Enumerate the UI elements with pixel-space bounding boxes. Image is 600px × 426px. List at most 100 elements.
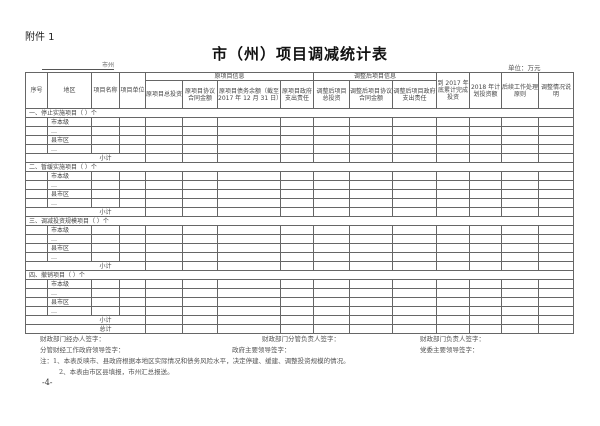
table-cell (392, 117, 438, 127)
table-cell (91, 252, 120, 262)
table-cell (182, 252, 218, 262)
table-cell (119, 189, 146, 199)
table-row: … (25, 288, 575, 298)
table-row: … (25, 306, 575, 316)
table-cell (501, 243, 540, 253)
table-cell (145, 117, 183, 127)
table-cell (501, 306, 540, 316)
table-cell (349, 324, 394, 334)
table-cell (392, 234, 438, 244)
table-cell (349, 153, 394, 163)
region-cell: 县市区 (47, 243, 92, 253)
table-cell (469, 234, 503, 244)
table-cell (119, 171, 146, 181)
table-cell (91, 171, 120, 181)
table-cell (313, 243, 351, 253)
header-original-group: 原项目信息 (144, 72, 315, 81)
table-cell (182, 153, 218, 163)
table-cell (145, 207, 183, 217)
header-original-gov: 原项目政府支出责任 (279, 80, 315, 109)
table-cell (313, 135, 351, 145)
table-cell (392, 324, 438, 334)
table-cell (91, 288, 120, 298)
table-cell (145, 243, 183, 253)
table-cell (145, 234, 183, 244)
table-cell (538, 234, 575, 244)
table-cell (436, 126, 471, 136)
table-cell (469, 225, 503, 235)
table-row: … (25, 198, 575, 208)
table-cell (119, 135, 146, 145)
table-row: 市本级 (25, 171, 575, 181)
table-cell (436, 135, 471, 145)
table-cell (436, 252, 471, 262)
sig-party-leader: 党委主要领导签字： (420, 346, 479, 354)
table-cell (119, 243, 146, 253)
table-cell (25, 180, 48, 190)
table-cell (538, 135, 575, 145)
table-cell (469, 171, 503, 181)
region-cell: 市本级 (47, 225, 92, 235)
region-cell: … (47, 252, 92, 262)
table-row: … (25, 180, 575, 190)
header-region: 地区 (47, 72, 92, 109)
table-cell (436, 288, 471, 298)
table-cell (182, 198, 218, 208)
table-cell (145, 288, 183, 298)
table-cell (182, 144, 218, 154)
table-cell (469, 135, 503, 145)
table-cell (91, 126, 120, 136)
table-cell (538, 252, 575, 262)
table-cell (349, 189, 394, 199)
header-adjusted-total: 调整后项目总投资 (313, 80, 351, 109)
table-cell (469, 315, 503, 325)
table-cell (501, 297, 540, 307)
table-cell (469, 189, 503, 199)
table-cell (313, 288, 351, 298)
table-cell (538, 198, 575, 208)
table-cell (182, 261, 218, 271)
table-row: … (25, 144, 575, 154)
table-cell (145, 252, 183, 262)
table-cell (217, 171, 281, 181)
table-cell (469, 207, 503, 217)
table-row: 市本级 (25, 279, 575, 289)
table-cell (469, 198, 503, 208)
table-cell (145, 198, 183, 208)
table-cell (501, 234, 540, 244)
table-cell (436, 171, 471, 181)
table-cell (349, 225, 394, 235)
header-original-total: 原项目总投资 (145, 80, 183, 109)
table-cell (392, 207, 438, 217)
attachment-label: 附件 1 (25, 32, 55, 43)
header-explanation: 调整情况说明 (538, 72, 575, 109)
section-label: 四、撤销项目（ ）个 (24, 270, 575, 280)
table-cell (392, 297, 438, 307)
table-cell (25, 171, 48, 181)
table-cell (91, 279, 120, 289)
table-cell (469, 261, 503, 271)
table-row: 市本级 (25, 117, 575, 127)
table-cell (313, 225, 351, 235)
table-cell (279, 198, 315, 208)
table-cell (469, 117, 503, 127)
table-cell (469, 126, 503, 136)
table-cell (217, 279, 281, 289)
table-cell (313, 171, 351, 181)
table-cell (501, 189, 540, 199)
table-cell (392, 171, 438, 181)
table-cell (25, 306, 48, 316)
table-cell (538, 189, 575, 199)
table-cell (501, 180, 540, 190)
table-cell (538, 243, 575, 253)
table-cell (436, 297, 471, 307)
sig-deputy: 财政部门分管负责人签字： (262, 335, 340, 343)
unit-label: 单位：万元 (508, 64, 541, 72)
table-cell (217, 306, 281, 316)
region-cell: 县市区 (47, 189, 92, 199)
table-cell (279, 189, 315, 199)
table-cell (182, 279, 218, 289)
table-cell (469, 144, 503, 154)
table-cell (313, 279, 351, 289)
table-row: … (25, 234, 575, 244)
